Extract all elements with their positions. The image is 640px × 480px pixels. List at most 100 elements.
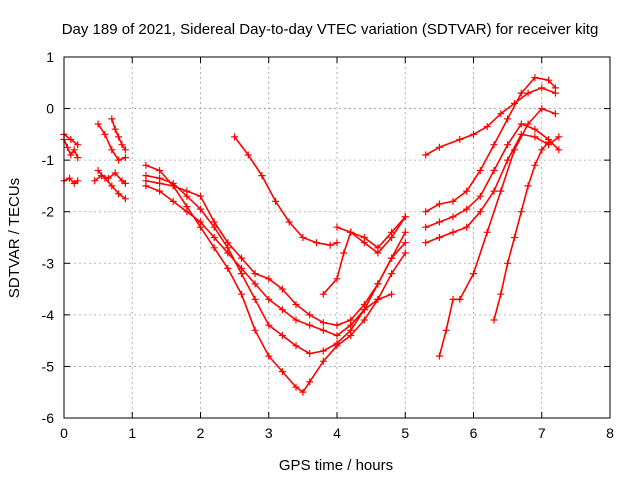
data-point [360, 306, 368, 314]
data-trace [142, 177, 409, 329]
data-point [142, 161, 150, 169]
data-point [278, 332, 286, 339]
data-point [374, 295, 382, 303]
data-point [197, 192, 204, 200]
trace-line [424, 133, 560, 244]
tick-layer: 0 1 2 3 4 5 6 7 8 -6 -5 -4 -3 -2 -1 0 1 [42, 49, 615, 441]
data-point [517, 208, 525, 216]
data-point [210, 244, 218, 252]
data-trace [94, 120, 129, 164]
data-point [483, 228, 491, 236]
data-point [251, 326, 259, 334]
data-point [449, 228, 457, 236]
data-point [197, 205, 204, 213]
data-point [121, 146, 129, 154]
data-point [265, 352, 273, 360]
data-point [238, 264, 245, 272]
data-point [422, 208, 430, 216]
data-point [524, 120, 532, 128]
data-point [531, 133, 539, 141]
trace-line [63, 177, 79, 185]
data-point [497, 110, 505, 118]
data-point [108, 115, 116, 123]
data-trace [142, 182, 396, 339]
trace-line [438, 107, 557, 357]
data-point [251, 280, 259, 288]
data-point [333, 339, 341, 347]
data-point [374, 280, 382, 288]
data-point [258, 172, 266, 180]
trace-line [322, 216, 407, 296]
data-point [531, 125, 539, 133]
data-point [98, 172, 105, 180]
data-trace [422, 84, 559, 159]
x-tick-label: 0 [60, 425, 68, 441]
data-trace [142, 161, 409, 396]
data-point [292, 301, 300, 308]
data-point [224, 264, 232, 272]
data-point [504, 115, 512, 123]
data-point [156, 179, 164, 187]
x-tick-label: 3 [265, 425, 273, 441]
data-trace [422, 74, 559, 216]
data-point [74, 177, 82, 185]
data-point [63, 143, 71, 151]
data-point [101, 130, 109, 138]
data-point [306, 321, 314, 329]
data-point [401, 228, 409, 236]
trace-line [336, 216, 407, 254]
data-point [435, 143, 443, 151]
data-point [118, 141, 126, 149]
x-tick-label: 8 [606, 425, 614, 441]
data-point [299, 234, 307, 241]
data-point [545, 138, 553, 146]
data-point [470, 130, 477, 138]
data-point [197, 218, 204, 226]
data-point [104, 174, 112, 182]
trace-line [424, 87, 557, 156]
data-point [511, 234, 518, 241]
data-point [538, 84, 546, 92]
data-point [292, 383, 300, 391]
data-point [551, 84, 559, 92]
data-point [449, 295, 457, 303]
y-tick-label: -1 [42, 152, 55, 168]
data-trace [490, 138, 553, 324]
data-point [555, 146, 563, 154]
data-point [360, 239, 368, 247]
data-point [333, 275, 341, 283]
data-point [551, 110, 559, 118]
data-point [360, 316, 368, 324]
trace-line [233, 136, 338, 246]
data-point [347, 228, 355, 236]
data-point [319, 326, 327, 334]
data-point [388, 234, 396, 241]
data-point [545, 76, 553, 84]
data-point [388, 290, 396, 298]
data-point [524, 89, 532, 97]
data-point [435, 200, 443, 208]
data-point [347, 321, 355, 329]
data-point [278, 285, 286, 293]
data-point [401, 213, 409, 221]
data-point [435, 234, 443, 241]
data-point [333, 239, 341, 247]
data-point [115, 133, 123, 141]
chart-title: Day 189 of 2021, Sidereal Day-to-day VTE… [62, 21, 599, 38]
y-tick-label: 0 [46, 101, 54, 117]
data-point [470, 270, 477, 278]
data-point [169, 197, 177, 205]
data-point [497, 187, 505, 195]
x-tick-label: 7 [538, 425, 546, 441]
data-point [272, 197, 280, 205]
data-point [435, 352, 443, 360]
y-tick-label: -6 [42, 410, 55, 426]
data-point [70, 146, 78, 154]
data-point [504, 156, 512, 164]
data-point [156, 167, 164, 174]
data-point [326, 241, 334, 249]
data-point [456, 136, 464, 143]
data-point [94, 167, 102, 174]
data-point [169, 182, 177, 190]
